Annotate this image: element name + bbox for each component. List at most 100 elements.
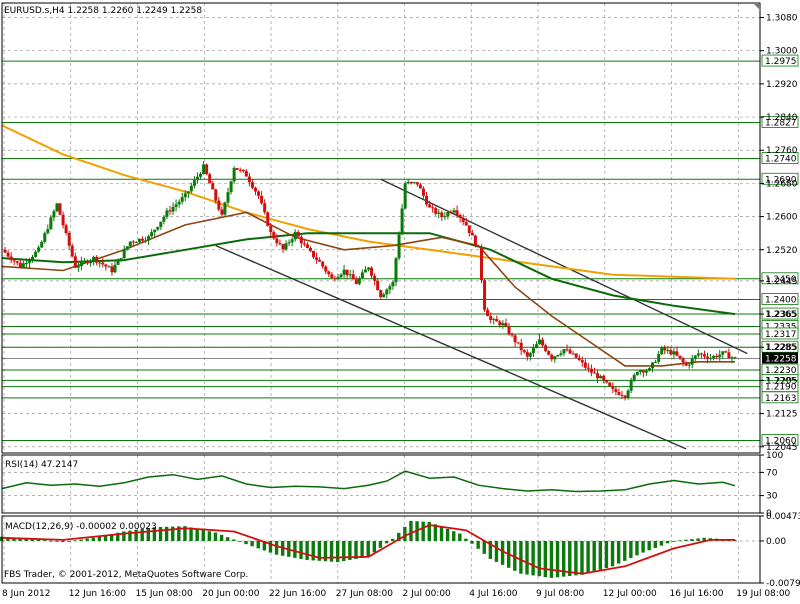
macd-bar (409, 520, 413, 541)
macd-bar (610, 540, 615, 567)
macd-bar (433, 524, 438, 541)
candle-down (440, 212, 444, 218)
copyright-text: FBS Trader, © 2001-2012, MetaQuotes Soft… (4, 570, 248, 580)
candle-up (632, 374, 636, 381)
macd-bar (134, 529, 138, 541)
macd-bar (207, 531, 212, 541)
candle-up (92, 256, 96, 261)
level-label: 1.2060 (765, 437, 797, 447)
macd-bar (226, 537, 230, 541)
macd-bar (494, 540, 499, 562)
candle-down (486, 309, 490, 317)
candle-down (415, 182, 419, 185)
macd-bar (616, 540, 621, 564)
macd-bar (177, 526, 181, 541)
candle-down (589, 368, 593, 373)
candle-down (568, 349, 572, 354)
candle-down (299, 236, 303, 244)
level-label-box (761, 172, 799, 185)
macd-bar (116, 532, 120, 541)
candle-down (235, 168, 239, 170)
macd-bar (48, 540, 53, 542)
candle-down (425, 195, 429, 205)
level-label-box (761, 272, 799, 285)
candle-down (312, 250, 316, 258)
candle-up (721, 351, 725, 355)
macd-bar (195, 528, 199, 541)
macd-bar (568, 540, 572, 577)
candle-up (162, 216, 166, 222)
candle-down (238, 169, 242, 171)
candle-down (620, 394, 624, 396)
level-label: 1.2690 (765, 175, 797, 185)
candle-up (116, 259, 120, 265)
candle-up (644, 370, 648, 373)
candle-down (495, 319, 499, 322)
candle-up (348, 274, 352, 276)
candle-up (177, 201, 181, 205)
candle-up (34, 251, 38, 257)
candle-down (421, 188, 425, 196)
candle-up (89, 260, 93, 264)
candle-down (608, 382, 612, 387)
macd-bar (684, 539, 688, 541)
macd-bar (146, 528, 150, 541)
candle-down (510, 334, 514, 336)
macd-bar (189, 527, 193, 541)
candle-up (528, 353, 532, 357)
macd-bar (103, 535, 108, 541)
x-tick-label: 12 Jul 00:00 (603, 589, 657, 599)
candle-down (220, 209, 224, 215)
candle-up (159, 221, 163, 227)
candle-down (617, 391, 621, 395)
candle-down (333, 278, 337, 280)
candle-down (623, 395, 627, 398)
candle-up (189, 185, 193, 192)
candle-down (724, 351, 728, 353)
macd-bar (268, 540, 273, 553)
candle-up (391, 282, 395, 287)
candle-up (437, 212, 441, 214)
candle-up (192, 180, 196, 186)
candle-up (672, 351, 676, 355)
macd-bar (531, 540, 535, 576)
macd-bar (342, 540, 346, 562)
candle-up (122, 249, 126, 259)
rsi-layer (1, 470, 736, 493)
candle-down (104, 264, 108, 267)
macd-bar (299, 540, 303, 559)
candle-down (205, 164, 209, 175)
rsi-tick-label: 100 (766, 451, 783, 461)
candle-down (70, 245, 74, 257)
candle-down (458, 214, 462, 218)
candle-up (336, 277, 340, 280)
macd-bar (665, 540, 670, 544)
level-label-box (761, 116, 799, 128)
candle-down (544, 345, 548, 352)
candle-down (345, 269, 349, 276)
candle-up (180, 197, 184, 202)
level-label-box (761, 327, 799, 340)
candle-down (327, 271, 331, 275)
candle-down (449, 211, 453, 213)
candle-down (263, 203, 267, 213)
candle-down (483, 280, 487, 310)
macd-bar (555, 540, 560, 578)
macd-bar (488, 540, 493, 559)
candle-up (186, 191, 190, 194)
level-label: 1.2163 (765, 394, 797, 404)
candle-down (58, 203, 62, 215)
candle-down (431, 207, 435, 209)
level-label: 1.2365 (765, 310, 797, 320)
level-label: 1.2975 (765, 57, 797, 67)
candle-down (550, 354, 554, 360)
candle-up (531, 348, 535, 354)
macd-bar (439, 526, 444, 541)
x-tick-label: 20 Jun 00:00 (202, 589, 259, 599)
candle-down (614, 389, 618, 392)
candle-up (290, 239, 294, 243)
candle-down (269, 225, 273, 233)
